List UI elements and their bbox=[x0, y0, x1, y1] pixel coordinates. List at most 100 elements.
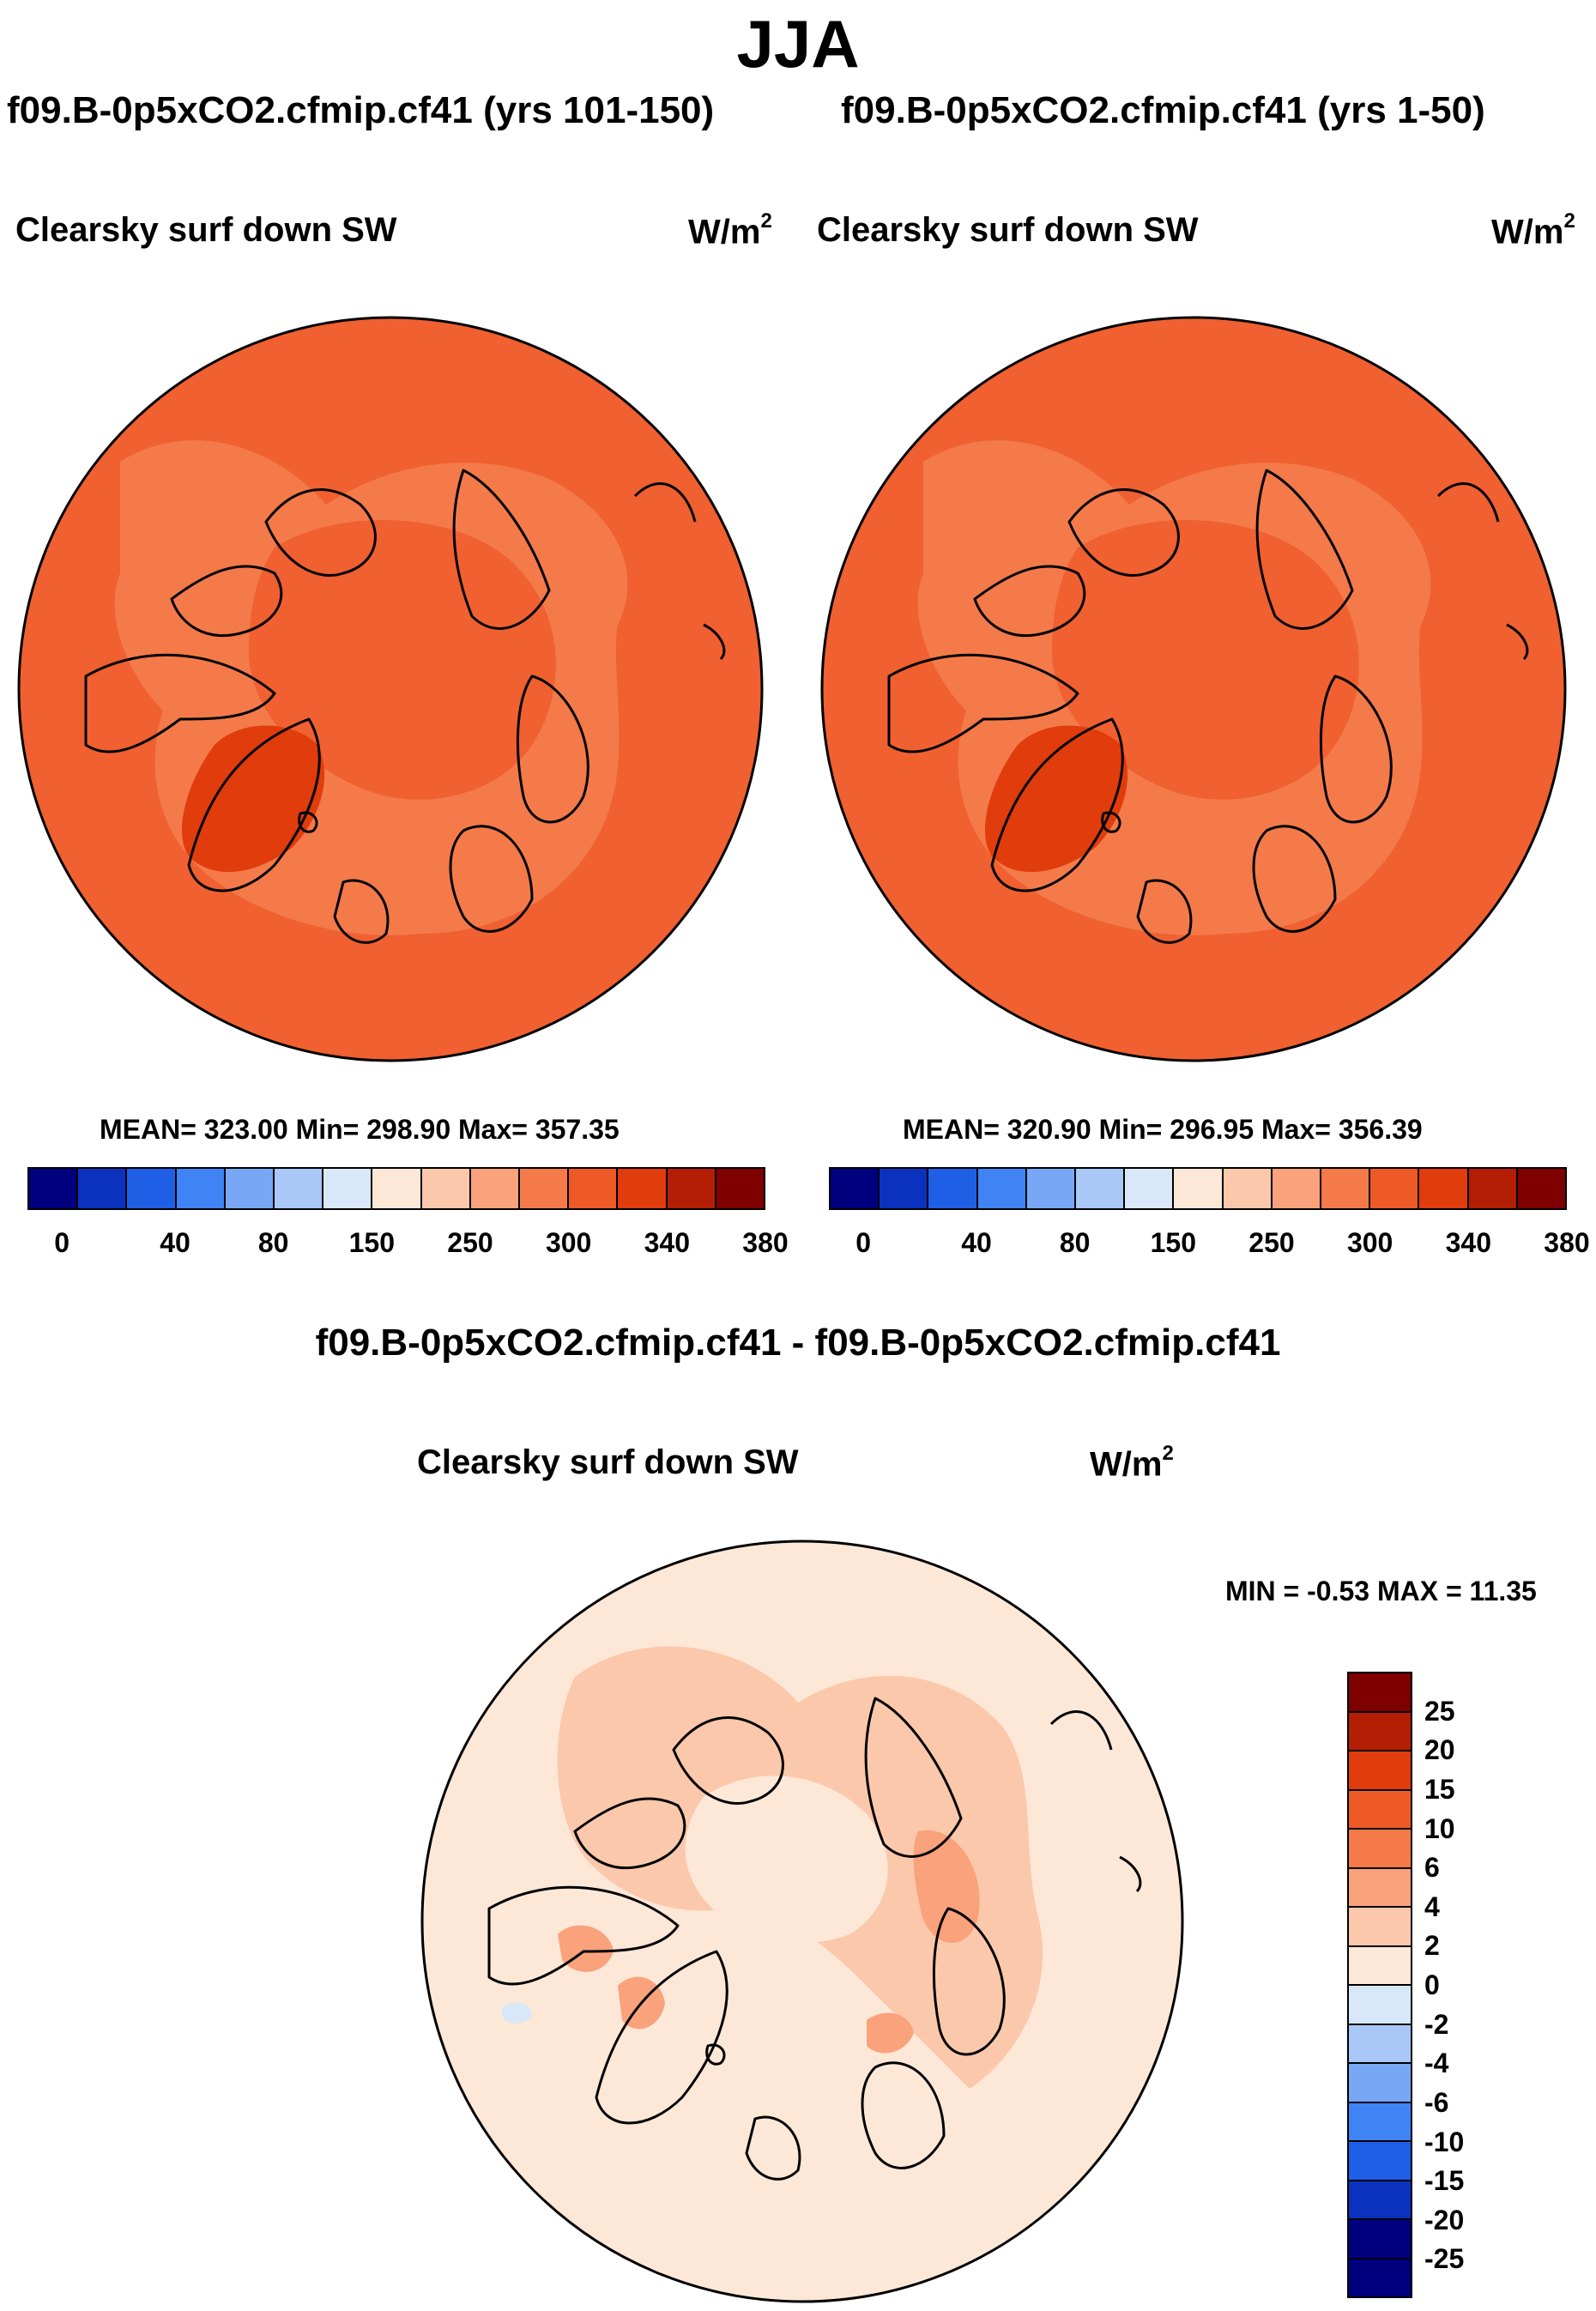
panel1-colorbar-color-box bbox=[569, 1169, 619, 1208]
panel3-colorbar-color-box bbox=[1349, 1751, 1411, 1791]
panel1-colorbar-color-box bbox=[470, 1169, 521, 1208]
panel1-central-arctic-field bbox=[249, 519, 556, 800]
panel2-polar-map bbox=[820, 316, 1567, 1062]
panel1-colorbar-color-box bbox=[520, 1169, 570, 1208]
panel1-colorbar-tick-label: 250 bbox=[447, 1227, 493, 1258]
panel3-colorbar-color-box bbox=[1349, 2064, 1411, 2103]
panel2-colorbar-tick-label: 340 bbox=[1445, 1227, 1492, 1258]
panel2-colorbar-tick-label: 80 bbox=[1059, 1227, 1091, 1258]
panel2-edge-field bbox=[837, 449, 889, 487]
panel3-colorbar-tick-label: -4 bbox=[1424, 2048, 1449, 2079]
panel2-colorbar-tick-label: 300 bbox=[1346, 1227, 1393, 1258]
panel1-greenland-field bbox=[181, 725, 325, 873]
panel3-colorbar-color-box bbox=[1349, 2259, 1411, 2296]
panel1-colorbar-tick-label: 40 bbox=[160, 1227, 190, 1258]
panel3-unit: W/m2 bbox=[1090, 1442, 1174, 1484]
panel1-stats: MEAN= 323.00 Min= 298.90 Max= 357.35 bbox=[100, 1114, 620, 1145]
panel2-colorbar-tick-label: 0 bbox=[855, 1227, 872, 1258]
panel1-colorbar-color-box bbox=[29, 1169, 79, 1208]
panel2-colorbar-color-box bbox=[1321, 1169, 1371, 1208]
panel1-title: f09.B-0p5xCO2.cfmip.cf41 (yrs 101-150) bbox=[7, 89, 715, 131]
panel3-colorbar-color-box bbox=[1349, 1673, 1411, 1713]
figure-title: JJA bbox=[736, 6, 860, 82]
panel3-colorbar-tick-label: 20 bbox=[1424, 1734, 1455, 1766]
panel3-colorbar-tick-label: 0 bbox=[1424, 1969, 1440, 2000]
panel3-colorbar-tick-label: 25 bbox=[1424, 1695, 1455, 1727]
panel3-colorbar-tick-label: 4 bbox=[1424, 1891, 1440, 1922]
panel3-colorbar-color-box bbox=[1349, 1946, 1411, 1986]
panel3-colorbar-color-box bbox=[1349, 2142, 1411, 2181]
panel1-polar-map bbox=[17, 316, 764, 1062]
panel1-colorbar-tick-label: 300 bbox=[545, 1227, 592, 1258]
panel1-colorbar-tick-label: 80 bbox=[257, 1227, 289, 1258]
panel3-title: f09.B-0p5xCO2.cfmip.cf41 - f09.B-0p5xCO2… bbox=[315, 1322, 1281, 1364]
panel2-colorbar-tick-label: 40 bbox=[961, 1227, 992, 1258]
panel1-colorbar-color-box bbox=[275, 1169, 324, 1208]
panel3-polar-map bbox=[420, 1540, 1184, 2303]
panel2-stats: MEAN= 320.90 Min= 296.95 Max= 356.39 bbox=[903, 1114, 1423, 1145]
panel1-colorbar-color-box bbox=[127, 1169, 177, 1208]
panel3-colorbar-color-box bbox=[1349, 2220, 1411, 2260]
panel2-colorbar-tick-label: 150 bbox=[1150, 1227, 1197, 1258]
panel3-colorbar-tick-label: 15 bbox=[1424, 1773, 1455, 1805]
panel3-stats: MIN = -0.53 MAX = 11.35 bbox=[1225, 1576, 1537, 1606]
panel1-colorbar-color-box bbox=[323, 1169, 373, 1208]
panel2-colorbar-color-box bbox=[1076, 1169, 1126, 1208]
panel1-colorbar-color-box bbox=[176, 1169, 226, 1208]
panel3-colorbar-color-box bbox=[1349, 1830, 1411, 1869]
panel2-colorbar-color-box bbox=[1125, 1169, 1175, 1208]
panel2-colorbar-color-box bbox=[1517, 1169, 1566, 1208]
panel2-colorbar-color-box bbox=[1272, 1169, 1322, 1208]
panel2-colorbar-color-box bbox=[1026, 1169, 1077, 1208]
panel2-colorbar-color-box bbox=[1223, 1169, 1273, 1208]
panel3-coastlines bbox=[487, 1697, 1142, 2181]
panel3-colorbar-color-box bbox=[1349, 2102, 1411, 2142]
panel1-colorbar-color-box bbox=[421, 1169, 471, 1208]
panel3-colorbar-tick-label: -2 bbox=[1424, 2008, 1449, 2040]
panel2-greenland-field bbox=[984, 725, 1128, 873]
panel1-colorbar-tick-label: 380 bbox=[742, 1227, 789, 1258]
panel1-colorbar-tick-label: 150 bbox=[348, 1227, 396, 1258]
panel3-negative-anomaly bbox=[502, 2002, 532, 2024]
panel1-colorbar-color-box bbox=[225, 1169, 275, 1208]
panel2-colorbar-color-box bbox=[1468, 1169, 1518, 1208]
panel2-colorbar-tick-label: 250 bbox=[1248, 1227, 1295, 1258]
panel1-colorbar-color-box bbox=[667, 1169, 716, 1208]
panel2-colorbar-color-box bbox=[831, 1169, 880, 1208]
panel2-title: f09.B-0p5xCO2.cfmip.cf41 (yrs 1-50) bbox=[841, 89, 1485, 131]
panel1-colorbar-tick-label: 340 bbox=[644, 1227, 691, 1258]
panel2-colorbar bbox=[829, 1167, 1567, 1210]
panel3-colorbar-tick-label: -15 bbox=[1424, 2165, 1465, 2197]
panel1-colorbar-color-box bbox=[716, 1169, 765, 1208]
panel2-colorbar-color-box bbox=[1419, 1169, 1469, 1208]
panel2-unit: W/m2 bbox=[1491, 209, 1575, 251]
panel3-colorbar-tick-label: 10 bbox=[1424, 1812, 1455, 1844]
panel3-colorbar-color-box bbox=[1349, 2181, 1411, 2220]
panel3-colorbar-tick-label: 6 bbox=[1424, 1852, 1440, 1884]
panel1-colorbar-color-box bbox=[618, 1169, 668, 1208]
panel3-variable-label: Clearsky surf down SW bbox=[417, 1443, 799, 1481]
panel2-coastlines bbox=[887, 469, 1529, 944]
panel2-central-arctic-field bbox=[1052, 519, 1359, 800]
panel3-colorbar bbox=[1347, 1672, 1412, 2298]
panel2-colorbar-color-box bbox=[977, 1169, 1027, 1208]
panel2-colorbar-color-box bbox=[928, 1169, 978, 1208]
panel1-colorbar-color-box bbox=[372, 1169, 422, 1208]
panel1-edge-field bbox=[34, 449, 86, 487]
panel3-colorbar-color-box bbox=[1349, 1908, 1411, 1947]
panel3-colorbar-tick-label: -20 bbox=[1424, 2204, 1465, 2235]
panel1-colorbar-color-box bbox=[78, 1169, 128, 1208]
panel3-colorbar-tick-label: -10 bbox=[1424, 2126, 1465, 2157]
panel1-colorbar bbox=[27, 1167, 765, 1210]
panel3-colorbar-color-box bbox=[1349, 1790, 1411, 1830]
panel2-colorbar-color-box bbox=[880, 1169, 929, 1208]
panel1-unit: W/m2 bbox=[688, 209, 772, 251]
panel3-colorbar-tick-label: -6 bbox=[1424, 2086, 1449, 2118]
panel3-colorbar-color-box bbox=[1349, 1986, 1411, 2025]
panel3-strong-anomaly-barents bbox=[867, 2012, 914, 2054]
panel3-colorbar-color-box bbox=[1349, 2024, 1411, 2064]
panel2-colorbar-tick-label: 380 bbox=[1544, 1227, 1590, 1258]
panel1-colorbar-tick-label: 0 bbox=[54, 1227, 70, 1258]
panel2-variable-label: Clearsky surf down SW bbox=[817, 211, 1199, 249]
panel3-colorbar-tick-label: -25 bbox=[1424, 2243, 1465, 2275]
